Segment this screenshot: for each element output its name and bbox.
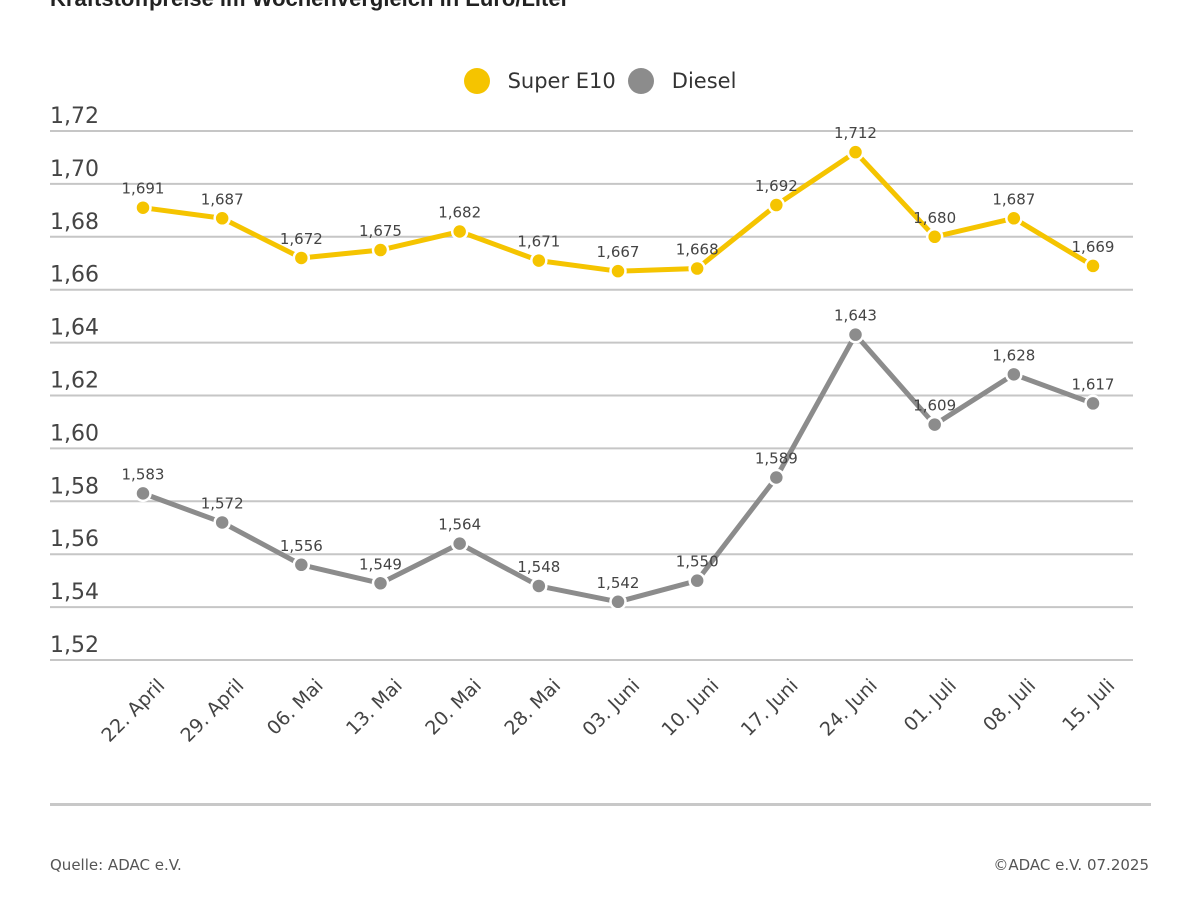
x-tick-label: 20. Mai — [421, 675, 486, 740]
data-point-diesel — [213, 513, 231, 532]
x-tick-label: 15. Juli — [1058, 675, 1119, 736]
legend-item-diesel: Diesel — [627, 68, 737, 94]
data-label-super-e10: 1,691 — [122, 180, 165, 198]
data-label-super-e10: 1,692 — [755, 177, 798, 195]
data-point-diesel — [292, 556, 311, 574]
y-tick-label: 1,64 — [50, 316, 99, 341]
x-tick-label: 28. Mai — [500, 675, 565, 740]
data-point-diesel — [846, 325, 865, 344]
y-tick-label: 1,68 — [50, 210, 99, 235]
x-tick-label: 22. April — [97, 675, 169, 747]
data-label-diesel: 1,572 — [201, 494, 244, 512]
data-label-diesel: 1,548 — [517, 558, 560, 576]
x-tick-label: 10. Juni — [658, 675, 724, 741]
y-tick-label: 1,70 — [50, 157, 99, 182]
data-label-diesel: 1,549 — [359, 555, 402, 573]
data-label-super-e10: 1,671 — [517, 233, 560, 251]
y-tick-label: 1,62 — [50, 369, 99, 394]
legend-item-super-e10: Super E10 — [463, 68, 616, 94]
data-label-diesel: 1,643 — [834, 307, 877, 325]
data-label-super-e10: 1,675 — [359, 222, 402, 240]
data-label-super-e10: 1,712 — [834, 124, 877, 142]
data-point-diesel — [925, 415, 944, 434]
x-tick-label: 03. Juni — [578, 675, 644, 741]
x-axis-ticks: 22. April 29. April 06. Mai 13. Mai 20. Mai 2… — [97, 675, 1119, 747]
y-tick-label: 1,52 — [50, 633, 99, 658]
x-tick-label: 08. Juli — [979, 675, 1040, 736]
footer-divider — [50, 803, 1151, 806]
copyright-note: ©ADAC e.V. 07.2025 — [993, 856, 1149, 874]
data-point-diesel — [688, 571, 706, 590]
y-tick-label: 1,58 — [50, 474, 99, 499]
data-point-super-e10 — [767, 196, 786, 214]
y-tick-label: 1,60 — [50, 421, 99, 446]
data-point-super-e10 — [530, 251, 548, 270]
data-point-super-e10 — [292, 249, 311, 267]
data-label-diesel: 1,589 — [755, 449, 798, 467]
data-label-super-e10: 1,687 — [992, 190, 1035, 208]
data-label-diesel: 1,583 — [122, 465, 165, 483]
data-point-diesel — [134, 484, 152, 503]
legend-label-diesel: Diesel — [671, 69, 737, 93]
data-label-super-e10: 1,687 — [201, 190, 244, 208]
data-point-super-e10 — [846, 143, 865, 161]
data-point-super-e10 — [609, 262, 627, 280]
y-tick-label: 1,56 — [50, 527, 99, 552]
legend-marker-diesel — [627, 68, 654, 94]
data-point-diesel — [609, 593, 627, 611]
legend-label-super-e10: Super E10 — [507, 69, 616, 93]
data-point-super-e10 — [371, 241, 390, 259]
data-label-diesel: 1,617 — [1072, 375, 1115, 393]
data-point-diesel — [1005, 365, 1023, 384]
y-axis-ticks: 1,72 1,70 1,68 1,66 1,64 1,62 1,60 1,58 1,56 1,54… — [50, 104, 99, 658]
data-label-super-e10: 1,668 — [676, 241, 719, 259]
x-tick-label: 06. Mai — [263, 675, 328, 740]
data-point-super-e10 — [925, 228, 944, 246]
x-tick-label: 24. Juni — [816, 675, 882, 741]
series-line-diesel — [142, 332, 1094, 605]
y-tick-label: 1,72 — [50, 104, 99, 129]
data-label-diesel: 1,550 — [676, 553, 719, 571]
data-point-diesel — [530, 577, 548, 595]
gridlines — [50, 130, 1133, 661]
data-label-diesel: 1,609 — [913, 397, 956, 415]
line-chart: 1,72 1,70 1,68 1,66 1,64 1,62 1,60 1,58 1,56 1,54… — [50, 104, 1133, 747]
data-label-super-e10: 1,669 — [1072, 238, 1115, 256]
y-tick-label: 1,66 — [50, 263, 99, 288]
data-point-super-e10 — [1084, 257, 1102, 275]
data-label-super-e10: 1,667 — [597, 243, 640, 261]
data-point-diesel — [1084, 394, 1102, 413]
data-point-super-e10 — [688, 259, 706, 278]
data-point-super-e10 — [1005, 209, 1023, 228]
y-tick-label: 1,54 — [50, 580, 99, 605]
chart-title: Kraftstoffpreise im Wochenvergleich in E… — [50, 0, 569, 12]
data-point-super-e10 — [213, 209, 231, 228]
data-label-diesel: 1,542 — [597, 574, 640, 592]
data-label-super-e10: 1,682 — [438, 204, 481, 222]
legend: Super E10 Diesel — [0, 68, 1200, 94]
data-point-diesel — [767, 468, 786, 487]
data-label-diesel: 1,556 — [280, 537, 323, 555]
data-label-diesel: 1,628 — [992, 346, 1035, 364]
x-tick-label: 29. April — [177, 675, 249, 747]
data-label-super-e10: 1,680 — [913, 209, 956, 227]
data-point-super-e10 — [450, 222, 469, 241]
data-label-super-e10: 1,672 — [280, 230, 323, 248]
data-point-diesel — [450, 534, 469, 553]
source-note: Quelle: ADAC e.V. — [50, 856, 182, 874]
x-tick-label: 13. Mai — [342, 675, 407, 740]
data-label-diesel: 1,564 — [438, 516, 481, 534]
x-tick-label: 17. Juni — [737, 675, 803, 741]
data-point-diesel — [371, 574, 390, 593]
data-labels: 1,691 1,687 1,672 1,675 1,682 1,671 1,667 1,668… — [122, 124, 1115, 592]
series-points — [134, 143, 1102, 611]
x-tick-label: 01. Juli — [900, 675, 961, 736]
data-point-super-e10 — [134, 198, 152, 217]
legend-marker-super-e10 — [463, 68, 490, 94]
